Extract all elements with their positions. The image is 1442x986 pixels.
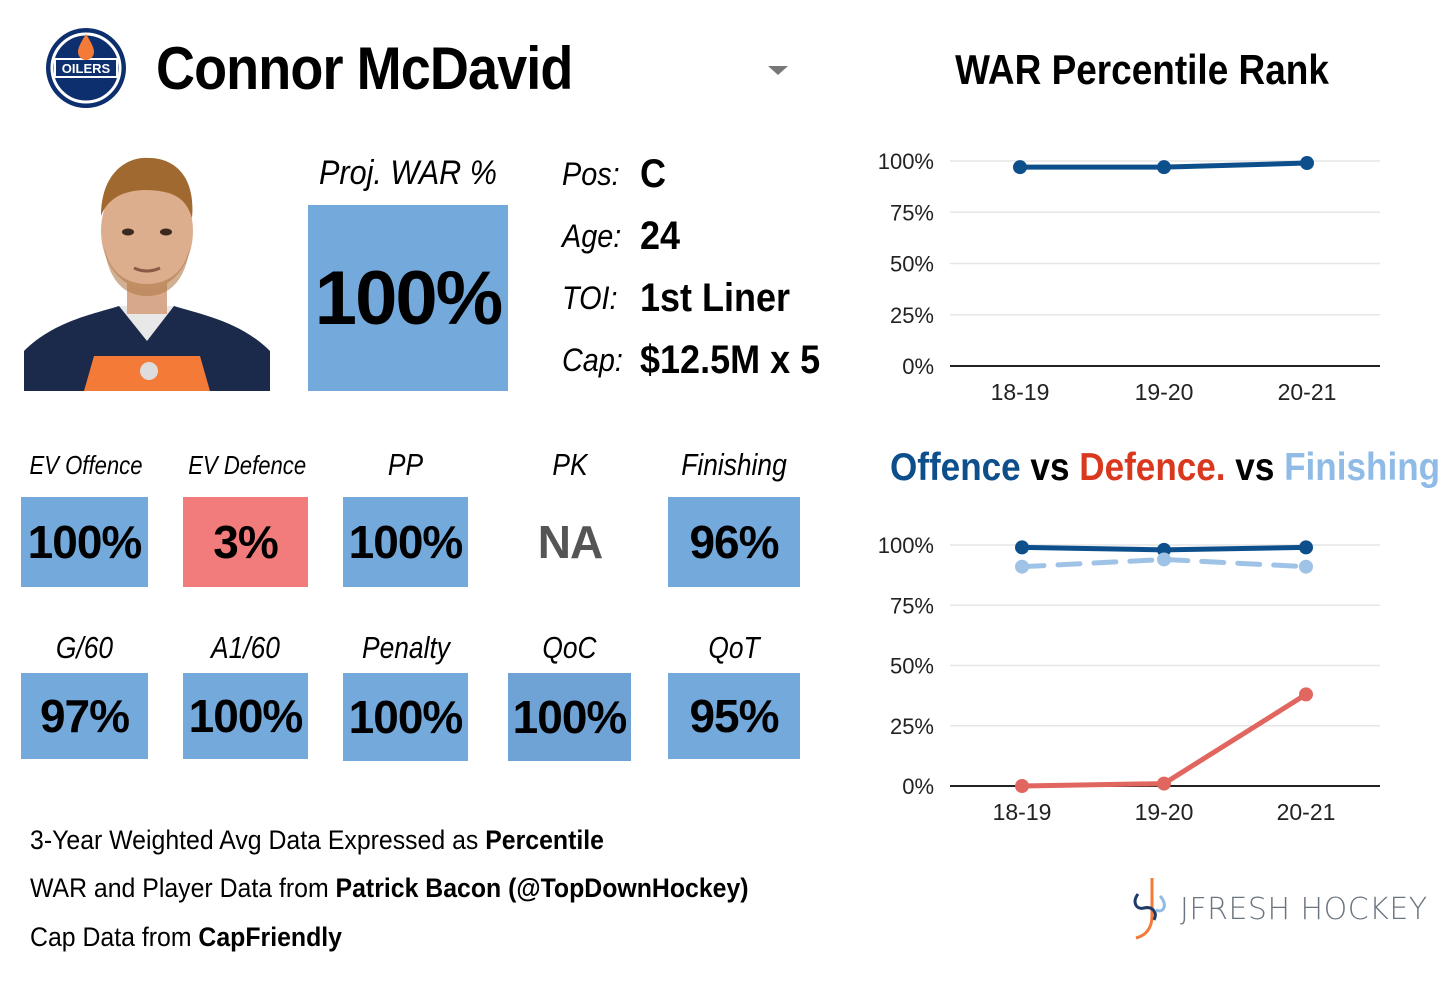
data-point: [1157, 776, 1171, 791]
stat-label-qoc: QoC: [542, 630, 597, 665]
stat-value-ev-offence: 100%: [21, 497, 148, 587]
stat-value-ev-defence: 3%: [183, 497, 308, 587]
war-percentile-chart: 0% 25% 50% 75% 100% 18-19 19-20 20-21: [878, 149, 1380, 405]
x-tick-label: 18-19: [991, 379, 1050, 405]
y-tick-label: 50%: [890, 252, 934, 277]
data-point: [1157, 552, 1171, 567]
title-defence: Defence.: [1079, 446, 1226, 489]
stat-value-qoc: 100%: [508, 673, 631, 761]
footer-line-2: WAR and Player Data from Patrick Bacon (…: [30, 873, 749, 903]
jfresh-brand: JFRESH HOCKEY: [1130, 876, 1428, 942]
cap-label: Cap:: [562, 342, 623, 378]
proj-war-label: Proj. WAR %: [319, 154, 497, 192]
stat-value-finishing: 96%: [668, 497, 800, 587]
stat-label-pk: PK: [552, 447, 588, 482]
y-tick-label: 25%: [890, 303, 934, 328]
age-value: 24: [640, 214, 681, 258]
war-chart-title: WAR Percentile Rank: [955, 46, 1329, 93]
y-tick-label: 75%: [890, 200, 934, 225]
title-vs-2: vs: [1225, 446, 1285, 489]
y-tick-label: 100%: [878, 149, 934, 174]
proj-war-value-box: 100%: [308, 205, 508, 391]
data-point: [1299, 687, 1313, 702]
series-line-2: [1019, 691, 1309, 789]
data-point: [1157, 160, 1171, 175]
cap-value: $12.5M x 5: [640, 338, 821, 382]
stat-label-pp: PP: [387, 447, 424, 482]
stat-label-g60: G/60: [55, 630, 114, 665]
stat-value-pp: 100%: [343, 497, 468, 587]
title-vs-1: vs: [1020, 446, 1080, 489]
stat-label-ev-offence: EV Offence: [29, 450, 143, 480]
brand-text: JFRESH HOCKEY: [1180, 891, 1428, 927]
y-tick-label: 100%: [878, 533, 934, 558]
y-tick-label: 0%: [902, 354, 934, 379]
data-point: [1299, 540, 1313, 555]
toi-label: TOI:: [562, 280, 618, 316]
stat-value-a160: 100%: [183, 673, 308, 759]
player-select-dropdown-arrow[interactable]: [768, 66, 788, 75]
title-offence: Offence: [890, 446, 1021, 489]
x-tick-label: 19-20: [1135, 799, 1194, 825]
x-tick-label: 18-19: [993, 799, 1052, 825]
title-finishing: Finishing: [1284, 446, 1441, 489]
stat-value-pk: NA: [537, 516, 603, 568]
stat-label-finishing: Finishing: [681, 447, 787, 482]
oilers-logo: OILERS: [44, 26, 128, 110]
stat-label-a160: A1/60: [211, 630, 280, 665]
age-label: Age:: [562, 218, 622, 254]
stat-value-g60: 97%: [21, 673, 148, 759]
stat-label-ev-defence: EV Defence: [188, 450, 307, 480]
data-point: [1015, 559, 1029, 574]
data-point: [1015, 779, 1029, 793]
toi-value: 1st Liner: [640, 276, 791, 320]
offence-defence-finishing-chart: 0% 25% 50% 75% 100% 18-19 19-20 20-21: [878, 533, 1380, 825]
logo-text: OILERS: [62, 61, 111, 76]
ovd-chart-title: Offence vs Defence. vs Finishing: [890, 446, 1440, 490]
data-point: [1015, 540, 1029, 555]
x-tick-label: 19-20: [1135, 379, 1194, 405]
position-label: Pos:: [562, 156, 620, 192]
stat-label-penalty: Penalty: [362, 630, 450, 665]
jfresh-logo-icon: [1133, 878, 1166, 940]
y-tick-label: 50%: [890, 654, 934, 679]
footer-line-3: Cap Data from CapFriendly: [30, 922, 342, 952]
y-tick-label: 0%: [902, 774, 934, 799]
stat-value-penalty: 100%: [343, 673, 468, 761]
x-tick-label: 20-21: [1277, 799, 1336, 825]
y-tick-label: 75%: [890, 593, 934, 618]
x-tick-label: 20-21: [1278, 379, 1337, 405]
data-point: [1013, 160, 1027, 175]
y-tick-label: 25%: [890, 714, 934, 739]
footer-line-1: 3-Year Weighted Avg Data Expressed as Pe…: [30, 825, 604, 855]
position-value: C: [640, 152, 667, 196]
data-point: [1157, 542, 1171, 557]
stat-label-qot: QoT: [708, 630, 760, 665]
data-point: [1300, 156, 1314, 171]
player-photo: [24, 146, 270, 391]
stat-value-qot: 95%: [668, 673, 800, 759]
data-point: [1299, 559, 1313, 574]
player-name: Connor McDavid: [156, 35, 573, 102]
